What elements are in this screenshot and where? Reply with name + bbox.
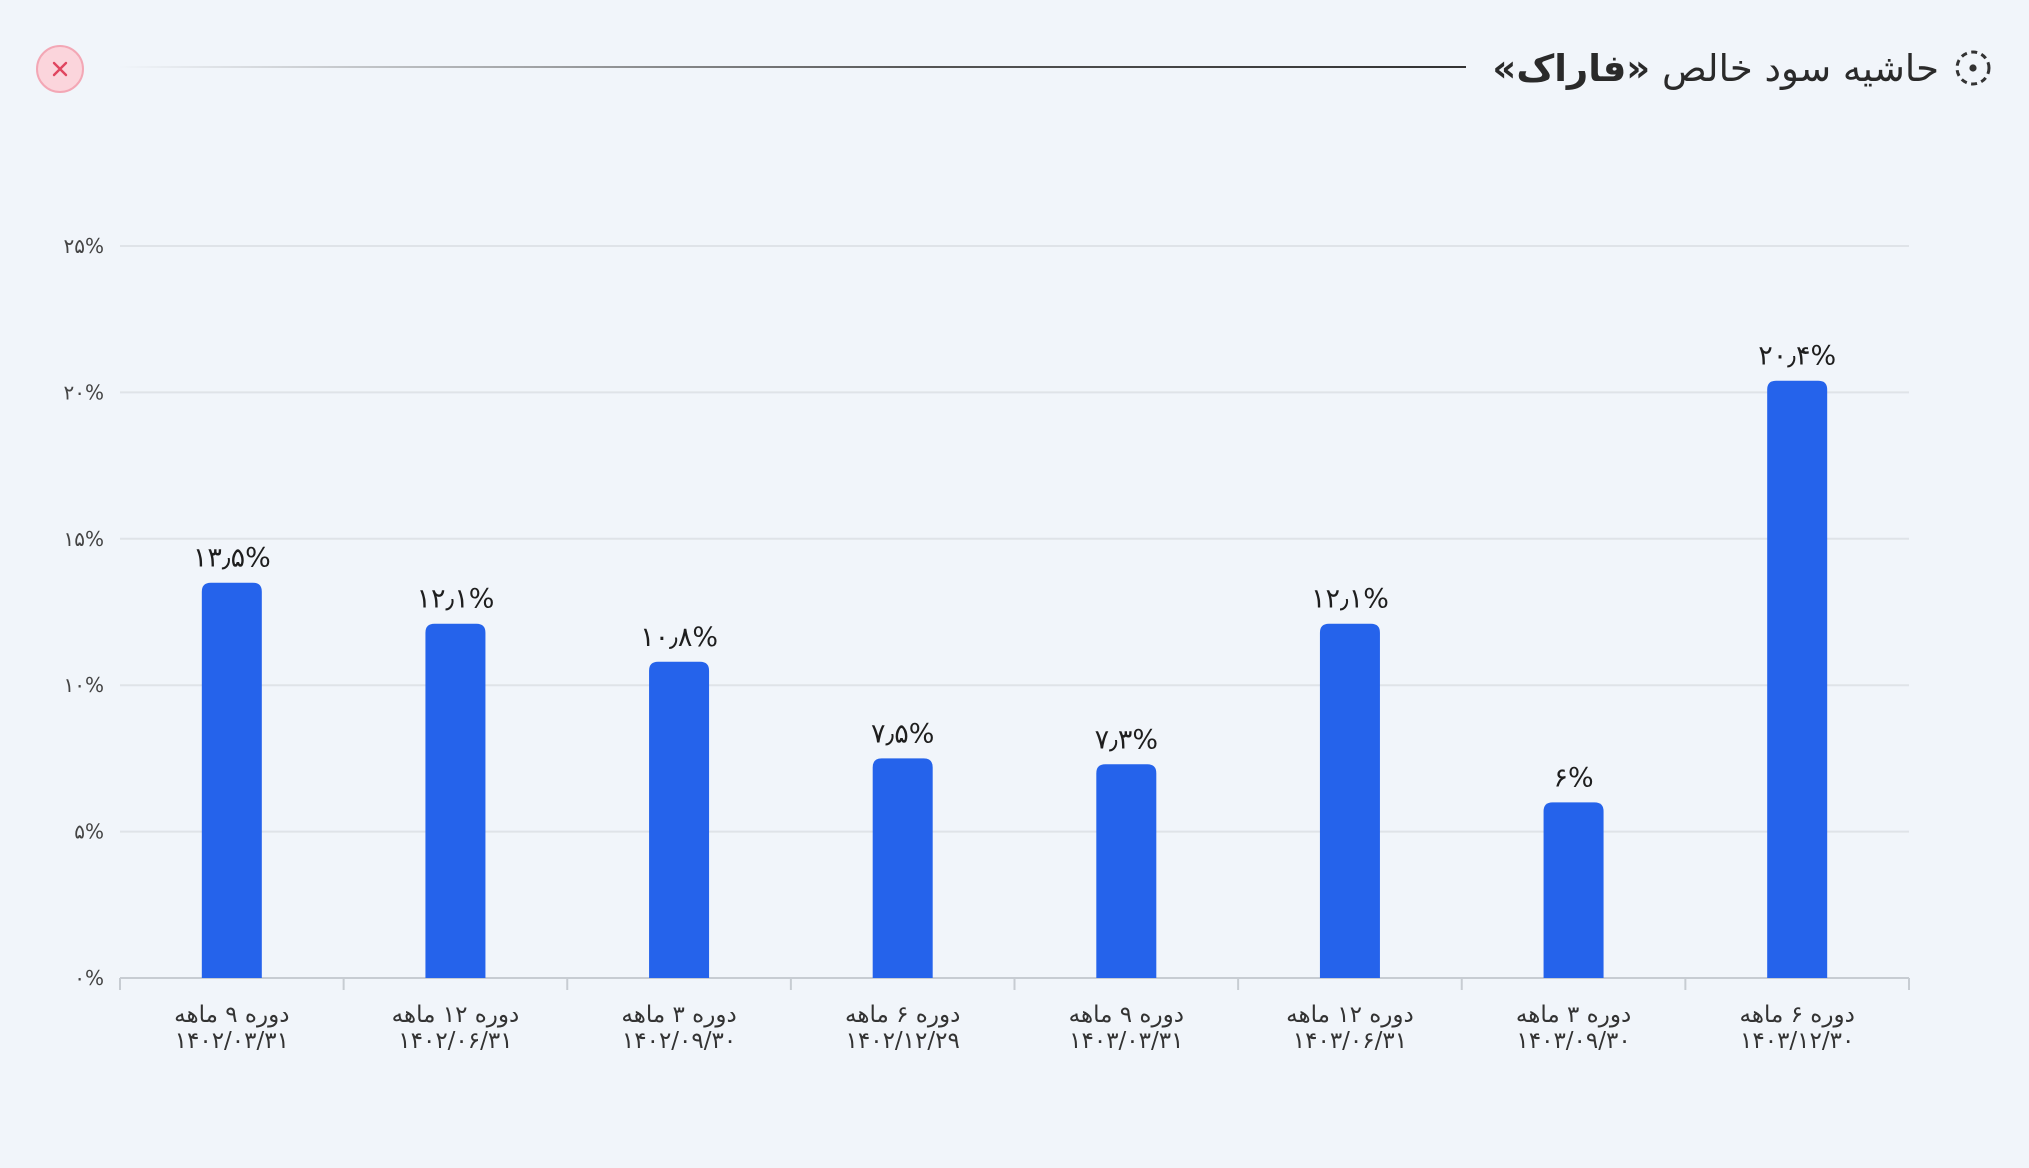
y-tick-label: ۲۵% [64,234,105,258]
dashed-circle-icon [1955,50,1991,86]
x-tick-label-date: ۱۴۰۳/۰۳/۳۱ [1069,1028,1183,1054]
data-label: ۱۲٫۱% [1311,584,1389,615]
x-tick-label-date: ۱۴۰۲/۰۳/۳۱ [175,1028,289,1054]
y-tick-label: ۲۰% [64,380,105,404]
bar [1319,623,1380,978]
title-prefix: حاشیه سود خالص [1650,46,1939,90]
y-tick-label: ۰% [74,966,104,990]
bar [201,582,262,978]
x-tick-label-period: دوره ۹ ماهه [1069,1002,1184,1028]
close-button[interactable] [36,45,84,93]
bar [649,661,710,978]
title-symbol: «فاراک» [1492,46,1651,90]
x-tick-label-date: ۱۴۰۲/۰۶/۳۱ [398,1028,512,1054]
bar [872,758,933,978]
data-label: ۷٫۳% [1095,724,1158,755]
x-tick-label-period: دوره ۶ ماهه [845,1002,960,1028]
x-tick-label-period: دوره ۱۲ ماهه [1286,1002,1414,1028]
data-label: ۶% [1553,762,1593,793]
data-label: ۱۳٫۵% [193,543,271,574]
x-tick-label-period: دوره ۳ ماهه [1516,1002,1631,1028]
bar [1767,380,1828,978]
title-text: حاشیه سود خالص «فاراک» [1492,47,1939,90]
y-tick-label: ۵% [74,820,104,844]
x-tick-label-period: دوره ۹ ماهه [174,1002,289,1028]
x-tick-label-date: ۱۴۰۳/۰۶/۳۱ [1293,1028,1407,1054]
data-label: ۷٫۵% [871,718,934,749]
chart-header: حاشیه سود خالص «فاراک» [0,0,2029,130]
x-tick-label-date: ۱۴۰۳/۰۹/۳۰ [1516,1028,1630,1054]
x-tick-label-date: ۱۴۰۲/۱۲/۲۹ [846,1028,960,1054]
y-tick-label: ۱۰% [64,673,105,697]
x-tick-label-period: دوره ۱۲ ماهه [392,1002,520,1028]
title-divider [118,66,1466,68]
y-tick-label: ۱۵% [64,527,105,551]
x-tick-label-period: دوره ۳ ماهه [621,1002,736,1028]
close-icon [52,61,68,77]
x-tick-label-period: دوره ۶ ماهه [1740,1002,1855,1028]
data-label: ۱۲٫۱% [416,584,494,615]
bar [425,623,486,978]
data-label: ۱۰٫۸% [640,622,718,653]
bar [1543,802,1604,978]
x-tick-label-date: ۱۴۰۲/۰۹/۳۰ [622,1028,736,1054]
data-label: ۲۰٫۴% [1758,341,1836,372]
x-tick-label-date: ۱۴۰۳/۱۲/۳۰ [1740,1028,1854,1054]
bar [1096,764,1157,978]
chart-title: حاشیه سود خالص «فاراک» [1492,38,1993,98]
